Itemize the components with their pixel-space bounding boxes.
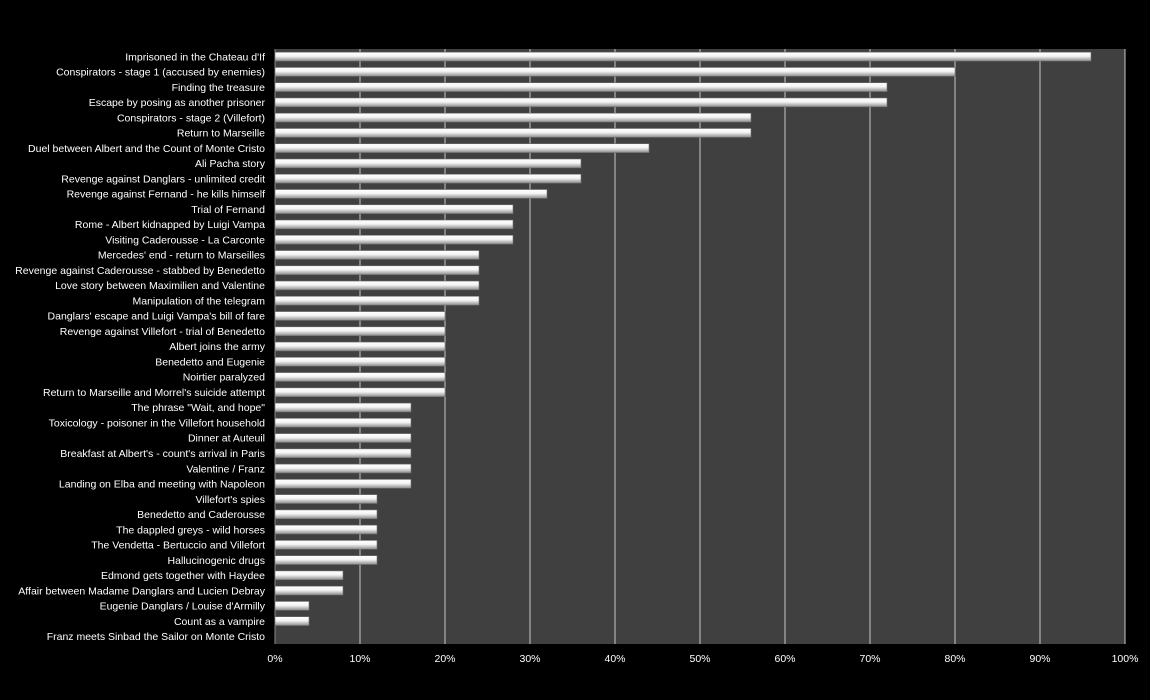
bar — [274, 524, 378, 535]
category-label: Conspirators - stage 2 (Villefort) — [117, 112, 265, 124]
category-label: Edmond gets together with Haydee — [101, 570, 265, 582]
bar — [274, 296, 480, 306]
bar — [274, 51, 1092, 62]
category-label: Visiting Caderousse - La Carconte — [105, 234, 265, 246]
category-labels: Imprisoned in the Chateau d'If Conspirato… — [15, 51, 266, 643]
bar — [274, 479, 412, 489]
bar — [274, 601, 310, 611]
category-label: Revenge against Villefort - trial of Ben… — [60, 326, 265, 338]
bar — [274, 82, 888, 92]
category-label: Benedetto and Eugenie — [155, 356, 265, 368]
x-tick-label: 0% — [267, 653, 282, 665]
category-label: Manipulation of the telegram — [133, 295, 266, 307]
category-label: Ali Pacha story — [195, 158, 266, 170]
category-label: Return to Marseille and Morrel's suicide… — [43, 387, 265, 399]
category-label: Toxicology - poisoner in the Villefort h… — [49, 417, 266, 429]
category-label: Noirtier paralyzed — [183, 372, 265, 384]
category-label: Affair between Madame Danglars and Lucie… — [18, 585, 265, 597]
category-label: Return to Marseille — [177, 128, 265, 140]
bar — [274, 540, 378, 550]
x-tick-label: 20% — [434, 653, 455, 665]
x-tick-label: 50% — [689, 653, 710, 665]
bar — [274, 372, 446, 382]
category-label: Love story between Maximilien and Valent… — [55, 280, 265, 292]
bar — [274, 585, 344, 596]
category-label: Landing on Elba and meeting with Napoleo… — [59, 479, 265, 491]
category-label: Finding the treasure — [172, 82, 266, 94]
bar — [274, 418, 412, 428]
category-label: Valentine / Franz — [186, 463, 265, 475]
bar — [274, 326, 446, 336]
category-label: Escape by posing as another prisoner — [89, 97, 266, 109]
category-label: Duel between Albert and the Count of Mon… — [28, 143, 265, 155]
category-label: Revenge against Danglars - unlimited cre… — [61, 173, 265, 185]
category-label: Villefort's spies — [195, 494, 265, 506]
bar — [274, 570, 344, 581]
category-label: Eugenie Danglars / Louise d'Armilly — [100, 601, 266, 613]
category-label: Franz meets Sinbad the Sailor on Monte C… — [47, 631, 265, 643]
bar — [274, 204, 514, 214]
category-label: Count as a vampire — [174, 616, 265, 628]
bar — [274, 158, 582, 169]
category-label: The dappled greys - wild horses — [116, 524, 265, 536]
x-tick-label: 70% — [859, 653, 880, 665]
bar — [274, 97, 888, 108]
bar — [274, 463, 412, 474]
bar — [274, 189, 548, 199]
category-label: The phrase "Wait, and hope" — [131, 402, 265, 414]
category-label: Imprisoned in the Chateau d'If — [125, 51, 265, 63]
x-axis-tick-labels: 0% 10% 20% 30% 40% 50% 60% 70% 80% 90% 100% — [267, 653, 1138, 665]
category-label: Trial of Fernand — [191, 204, 265, 216]
x-tick-label: 30% — [519, 653, 540, 665]
bar — [274, 616, 310, 626]
bar — [274, 234, 514, 245]
bar — [274, 402, 412, 413]
bar — [274, 387, 446, 397]
category-label: Revenge against Caderousse - stabbed by … — [15, 265, 265, 277]
category-label: Dinner at Auteuil — [188, 433, 265, 445]
category-label: Benedetto and Caderousse — [137, 509, 265, 521]
bar — [274, 357, 446, 367]
bar — [274, 173, 582, 184]
x-tick-label: 10% — [349, 653, 370, 665]
bar — [274, 311, 446, 321]
category-label: Mercedes' end - return to Marseilles — [98, 250, 265, 262]
bar — [274, 219, 514, 230]
category-label: Albert joins the army — [169, 341, 265, 353]
x-tick-label: 40% — [604, 653, 625, 665]
category-label: Hallucinogenic drugs — [168, 555, 265, 567]
bar — [274, 280, 480, 291]
bar — [274, 433, 412, 443]
x-tick-label: 80% — [944, 653, 965, 665]
bar — [274, 494, 378, 504]
x-tick-label: 90% — [1029, 653, 1050, 665]
bar — [274, 67, 956, 77]
x-tick-label: 60% — [774, 653, 795, 665]
category-label: The Vendetta - Bertuccio and Villefort — [91, 540, 265, 552]
category-label: Rome - Albert kidnapped by Luigi Vampa — [75, 219, 265, 231]
bar — [274, 265, 480, 275]
bar — [274, 448, 412, 459]
category-label: Conspirators - stage 1 (accused by enemi… — [56, 67, 265, 79]
category-label: Danglars' escape and Luigi Vampa's bill … — [48, 311, 266, 323]
category-label: Breakfast at Albert's - count's arrival … — [60, 448, 265, 460]
bar — [274, 112, 752, 123]
bar — [274, 143, 650, 153]
bar — [274, 250, 480, 260]
bar — [274, 509, 378, 520]
bar — [274, 341, 446, 352]
bars — [274, 51, 1092, 626]
bar — [274, 128, 752, 138]
category-label: Revenge against Fernand - he kills himse… — [67, 189, 266, 201]
bar — [274, 555, 378, 565]
x-tick-label: 100% — [1112, 653, 1139, 665]
